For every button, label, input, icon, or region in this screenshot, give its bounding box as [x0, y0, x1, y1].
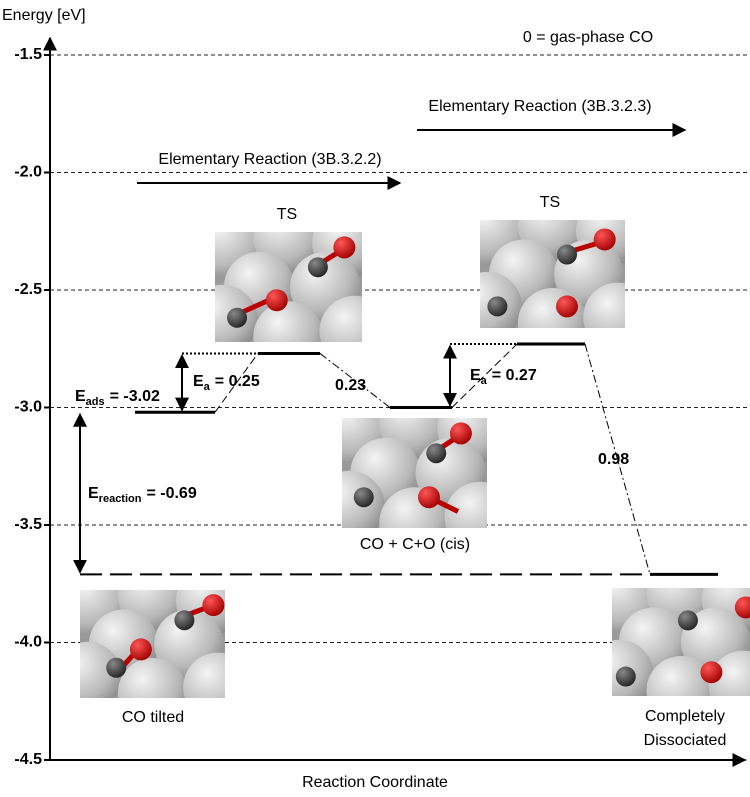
- chart: Energy [eV] Reaction Coordinate 0 = gas-…: [0, 0, 750, 797]
- atom: [202, 594, 224, 616]
- y-tick-label: -3.0: [14, 399, 42, 416]
- annotation-subscript: a: [481, 375, 488, 387]
- atom: [426, 443, 446, 463]
- annotation-text: = -3.02: [110, 388, 160, 405]
- y-tick-label: -2.5: [14, 281, 42, 298]
- annotation: Eads = -3.02: [75, 388, 160, 408]
- state-label: Completely Dissociated: [620, 705, 750, 753]
- x-axis-label: Reaction Coordinate: [302, 774, 448, 791]
- sphere: [453, 272, 522, 341]
- page: Energy [eV] Reaction Coordinate 0 = gas-…: [0, 0, 750, 797]
- note: 0 = gas-phase CO: [523, 29, 653, 46]
- y-axis-label: Energy [eV]: [2, 7, 86, 24]
- spheres: [53, 561, 253, 727]
- atom: [700, 661, 722, 683]
- y-tick-label: -1.5: [14, 46, 42, 63]
- atom: [556, 295, 578, 317]
- spheres: [584, 559, 750, 725]
- annotation-text: = -0.69: [146, 485, 196, 502]
- atom: [487, 296, 507, 316]
- atom: [174, 610, 194, 630]
- annotation-subscript: a: [204, 381, 211, 393]
- atom: [616, 667, 636, 687]
- annotation-symbol: E: [75, 388, 86, 405]
- atom: [130, 638, 152, 660]
- sphere: [187, 285, 257, 355]
- reaction-label: Elementary Reaction (3B.3.2.3): [428, 98, 651, 115]
- state-label: TS: [222, 203, 352, 227]
- annotation-symbol: E: [470, 367, 481, 384]
- sphere: [253, 301, 323, 371]
- sphere: [518, 288, 587, 357]
- annotation: 0.23: [335, 377, 366, 394]
- annotation-text: = 0.25: [215, 373, 260, 390]
- annotation: Ea = 0.27: [470, 367, 537, 387]
- reaction-label: Elementary Reaction (3B.3.2.2): [158, 151, 381, 168]
- annotation-symbol: E: [88, 485, 99, 502]
- annotation-text: 0.98: [598, 451, 629, 468]
- spheres: [187, 202, 390, 371]
- atom: [594, 228, 616, 250]
- y-tick-label: -2.0: [14, 164, 42, 181]
- state-label: TS: [485, 191, 615, 215]
- molecule-image: [53, 561, 253, 727]
- annotation-subscript: ads: [86, 396, 105, 408]
- atom: [308, 257, 328, 277]
- atom: [106, 658, 126, 678]
- annotation: Ea = 0.25: [193, 373, 260, 393]
- atom: [418, 486, 440, 508]
- y-tick-label: -4.5: [14, 751, 42, 768]
- atom: [354, 487, 374, 507]
- atom: [450, 422, 472, 444]
- molecule-image: [453, 191, 653, 357]
- atom: [678, 610, 698, 630]
- annotation-symbol: E: [193, 373, 204, 390]
- sphere: [583, 283, 652, 352]
- annotation-text: = 0.27: [492, 367, 537, 384]
- molecule-image: [584, 559, 750, 725]
- sphere: [314, 471, 384, 541]
- annotation-text: 0.23: [335, 377, 366, 394]
- y-tick-label: -3.5: [14, 516, 42, 533]
- atom: [333, 236, 355, 258]
- state-label: CO tilted: [88, 706, 218, 730]
- annotation: Ereaction = -0.69: [88, 485, 197, 505]
- atom: [227, 308, 247, 328]
- annotation: 0.98: [598, 451, 629, 468]
- sphere: [319, 296, 389, 366]
- spheres: [453, 191, 653, 357]
- molecule-image: [187, 202, 390, 371]
- atom: [266, 289, 288, 311]
- annotation-subscript: reaction: [99, 493, 142, 505]
- state-label: CO + C+O (cis): [350, 533, 480, 557]
- atom: [557, 245, 577, 265]
- y-tick-label: -4.0: [14, 634, 42, 651]
